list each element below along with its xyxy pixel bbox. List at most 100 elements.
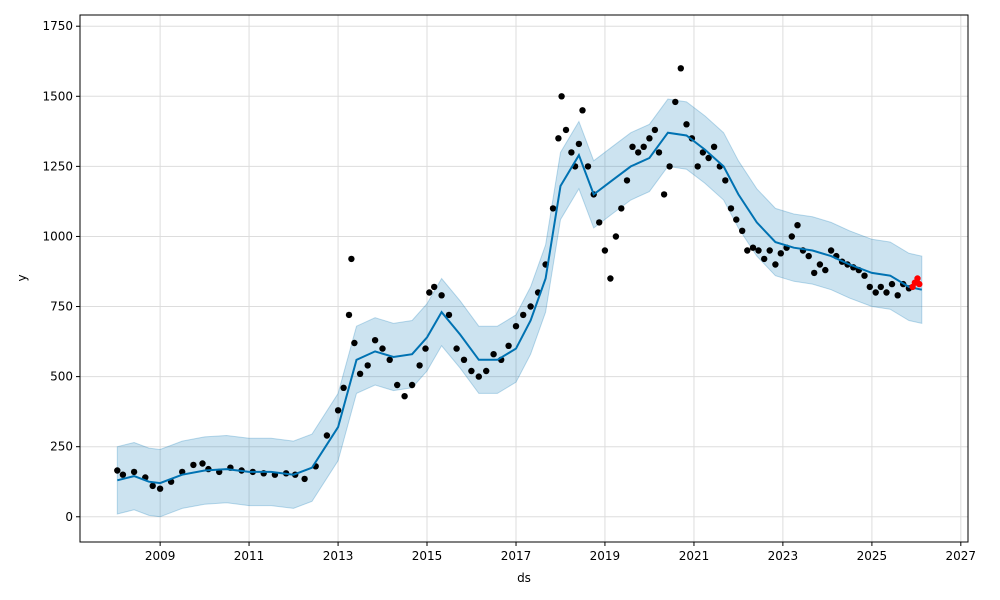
y-tick-label: 750 xyxy=(50,300,73,314)
observed-point xyxy=(149,482,156,490)
observed-point xyxy=(558,93,565,100)
observed-points xyxy=(114,65,913,492)
observed-point xyxy=(408,381,416,389)
observed-point xyxy=(705,154,712,162)
observed-point xyxy=(727,205,735,212)
observed-point xyxy=(371,337,379,344)
observed-point xyxy=(744,247,751,254)
observed-point xyxy=(431,283,438,291)
observed-point xyxy=(520,311,527,319)
observed-point xyxy=(805,252,812,260)
y-tick-label: 1000 xyxy=(42,229,73,243)
observed-point xyxy=(475,373,482,380)
y-axis-ticks: 0 250 500 750 1000 1250 1500 1750 xyxy=(42,19,80,524)
observed-point xyxy=(683,121,690,128)
observed-point xyxy=(562,126,570,134)
observed-point xyxy=(749,244,757,251)
observed-point xyxy=(883,289,890,296)
observed-point xyxy=(438,292,445,299)
observed-point xyxy=(772,261,779,268)
uncertainty-band-area xyxy=(116,98,923,518)
observed-point xyxy=(618,205,625,212)
x-tick-label: 2017 xyxy=(501,549,532,563)
x-tick-label: 2023 xyxy=(768,549,799,563)
observed-point xyxy=(877,283,884,291)
observed-point xyxy=(584,163,592,170)
observed-point xyxy=(579,107,586,114)
observed-point xyxy=(356,370,364,377)
x-tick-label: 2011 xyxy=(234,549,265,563)
observed-point xyxy=(607,275,614,282)
observed-point xyxy=(348,255,355,263)
observed-point xyxy=(527,303,534,310)
observed-point xyxy=(794,222,801,229)
observed-point xyxy=(623,177,631,184)
observed-point xyxy=(422,345,429,352)
observed-point xyxy=(722,177,729,184)
observed-point xyxy=(386,356,393,363)
observed-point xyxy=(640,143,647,150)
x-tick-label: 2015 xyxy=(412,549,443,563)
observed-point xyxy=(416,362,423,369)
observed-point xyxy=(555,135,562,142)
observed-point xyxy=(710,143,718,150)
uncertainty-band xyxy=(116,98,923,518)
x-tick-label: 2027 xyxy=(946,549,977,563)
observed-point xyxy=(816,261,824,268)
observed-point xyxy=(453,345,460,352)
observed-point xyxy=(512,323,520,330)
y-axis-label: y xyxy=(15,274,29,281)
observed-point xyxy=(629,143,636,150)
observed-point xyxy=(364,362,371,369)
plot-frame xyxy=(79,14,969,543)
observed-point xyxy=(119,471,127,478)
x-tick-label: 2013 xyxy=(323,549,354,563)
x-axis-label: ds xyxy=(517,571,531,585)
observed-point xyxy=(379,345,386,352)
observed-point xyxy=(445,311,453,319)
observed-point xyxy=(666,163,673,170)
y-tick-label: 250 xyxy=(50,440,73,454)
observed-point xyxy=(460,356,468,363)
observed-point xyxy=(660,191,668,198)
observed-point xyxy=(822,266,829,274)
observed-point xyxy=(646,135,653,142)
observed-point xyxy=(761,255,768,263)
observed-point xyxy=(861,272,868,279)
plot-background xyxy=(80,15,968,542)
observed-point xyxy=(635,149,642,156)
observed-point xyxy=(505,342,512,349)
observed-point xyxy=(872,289,879,296)
observed-point xyxy=(677,65,684,72)
x-axis-ticks: 2009 2011 2013 2015 2017 2019 2021 2023 2025 2027 xyxy=(145,542,976,563)
observed-point xyxy=(401,393,408,400)
observed-point xyxy=(130,468,138,476)
observed-point xyxy=(788,233,795,240)
observed-point xyxy=(323,432,331,439)
observed-point xyxy=(827,247,835,254)
observed-point xyxy=(766,247,773,254)
observed-point xyxy=(301,475,308,483)
observed-point xyxy=(483,367,490,375)
forecast-line xyxy=(117,131,923,485)
x-tick-label: 2009 xyxy=(145,549,176,563)
observed-point xyxy=(755,247,762,254)
observed-point xyxy=(739,227,746,234)
observed-point xyxy=(568,149,575,156)
y-tick-label: 0 xyxy=(65,510,73,524)
observed-point xyxy=(866,283,873,291)
observed-point xyxy=(888,280,896,288)
observed-point xyxy=(655,149,663,156)
y-tick-label: 1500 xyxy=(42,89,73,103)
x-tick-label: 2021 xyxy=(679,549,710,563)
y-tick-label: 1750 xyxy=(42,19,73,33)
observed-point xyxy=(777,250,784,257)
observed-point xyxy=(114,467,121,474)
observed-point xyxy=(575,140,583,148)
recent-points xyxy=(909,275,923,291)
observed-point xyxy=(190,461,197,469)
observed-point xyxy=(601,247,609,254)
grid-lines xyxy=(80,15,968,542)
observed-point xyxy=(811,269,818,277)
